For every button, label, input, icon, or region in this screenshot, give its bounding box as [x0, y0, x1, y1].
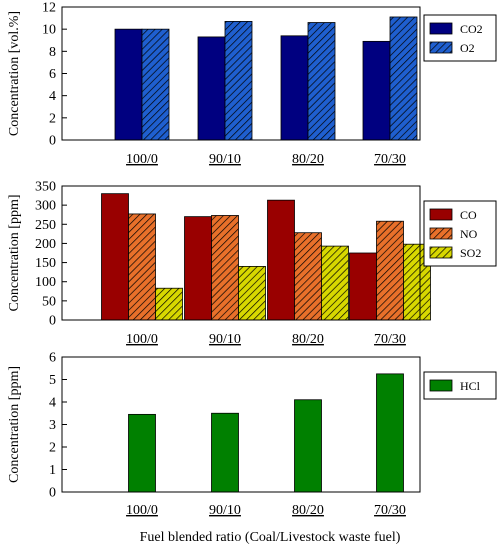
y-tick-label: 4	[49, 396, 56, 411]
y-tick-label: 3	[49, 418, 56, 433]
bar-co2-2	[197, 36, 226, 141]
legend-swatch-so2	[429, 246, 453, 259]
bar-co-1	[101, 193, 129, 321]
figure-x-axis-label: Fuel blended ratio (Coal/Livestock waste…	[140, 530, 401, 545]
legend: CO NO SO2	[423, 200, 497, 267]
y-tick-label: 6	[49, 351, 56, 366]
y-tick-label: 150	[35, 256, 56, 271]
bar-so2-3	[321, 245, 349, 321]
y-tick-label: 8	[49, 45, 56, 60]
x-tick-label: 100/0	[126, 152, 158, 167]
x-tick-label: 70/30	[374, 152, 406, 167]
y-tick-label: 350	[35, 180, 56, 195]
y-axis-label: Concentration [ppm]	[7, 194, 22, 311]
chart-panel-1: 100/0 90/10 80/20 70/30 0 2 4 6 8 10 12 Concentrati…	[7, 1, 497, 167]
legend-swatch-no	[429, 227, 453, 240]
legend-label-o2: O2	[460, 41, 475, 55]
y-tick-label: 4	[49, 89, 56, 104]
chart-panel-3: 100/0 90/10 80/20 70/30 0 1 2 3 4 5 6 Concentration…	[7, 351, 497, 518]
x-tick-label: 70/30	[374, 503, 406, 518]
bar-co-2	[184, 216, 212, 321]
y-axis-label: Concentration [ppm]	[7, 366, 22, 483]
x-tick-label: 80/20	[292, 503, 324, 518]
legend-swatch-o2	[429, 41, 453, 54]
bar-no-1	[128, 213, 156, 321]
chart-panel-2: 100/0 90/10 80/20 70/30 0 50 100 150 200 250 300 35…	[7, 180, 497, 347]
legend-label-no: NO	[460, 227, 478, 241]
legend-swatch-hcl	[429, 379, 453, 392]
x-tick-label: 70/30	[374, 332, 406, 347]
y-tick-label: 2	[49, 441, 56, 456]
y-tick-label: 1	[49, 463, 56, 478]
y-tick-label: 100	[35, 275, 56, 290]
y-tick-label: 250	[35, 218, 56, 233]
x-tick-label: 80/20	[292, 332, 324, 347]
x-tick-label: 90/10	[209, 503, 241, 518]
y-tick-label: 200	[35, 237, 56, 252]
plot-frame	[61, 356, 421, 493]
legend-label-so2: SO2	[460, 246, 481, 260]
x-tick-label: 100/0	[126, 332, 158, 347]
y-tick-label: 50	[42, 294, 56, 309]
legend: HCl	[423, 371, 497, 400]
bar-o2-4	[389, 16, 418, 141]
y-axis-label: Concentration [vol.%]	[7, 11, 22, 136]
bar-no-4	[376, 220, 404, 321]
bar-so2-1	[155, 287, 183, 321]
y-tick-label: 6	[49, 67, 56, 82]
bar-o2-2	[224, 21, 253, 141]
y-tick-label: 0	[49, 486, 56, 501]
y-tick-label: 12	[42, 1, 56, 16]
y-tick-label: 0	[49, 314, 56, 329]
plot-frame	[61, 185, 421, 321]
bar-no-3	[294, 232, 322, 321]
x-tick-label: 90/10	[209, 332, 241, 347]
bar-co-4	[349, 252, 377, 321]
legend-label-hcl: HCl	[460, 379, 481, 393]
bar-co2-4	[362, 40, 391, 141]
legend-label-co2: CO2	[460, 22, 483, 36]
y-tick-label: 2	[49, 111, 56, 126]
bar-o2-3	[307, 22, 336, 141]
y-tick-label: 5	[49, 373, 56, 388]
x-tick-label: 80/20	[292, 152, 324, 167]
bar-hcl-1	[128, 413, 156, 493]
x-tick-label: 100/0	[126, 503, 158, 518]
legend-swatch-co2	[429, 22, 453, 35]
bar-co2-3	[280, 35, 309, 141]
y-tick-label: 0	[49, 134, 56, 149]
bar-co-3	[267, 199, 295, 321]
legend-label-co: CO	[460, 208, 477, 222]
bar-no-2	[211, 215, 239, 321]
legend-swatch-co	[429, 208, 453, 221]
bar-co2-1	[114, 28, 143, 141]
bar-o2-1	[141, 28, 170, 141]
bar-so2-2	[238, 265, 266, 321]
bar-hcl-3	[294, 399, 322, 493]
y-tick-label: 10	[42, 23, 56, 38]
bar-hcl-4	[376, 373, 404, 493]
y-tick-label: 300	[35, 199, 56, 214]
x-tick-label: 90/10	[209, 152, 241, 167]
bar-hcl-2	[211, 412, 239, 493]
